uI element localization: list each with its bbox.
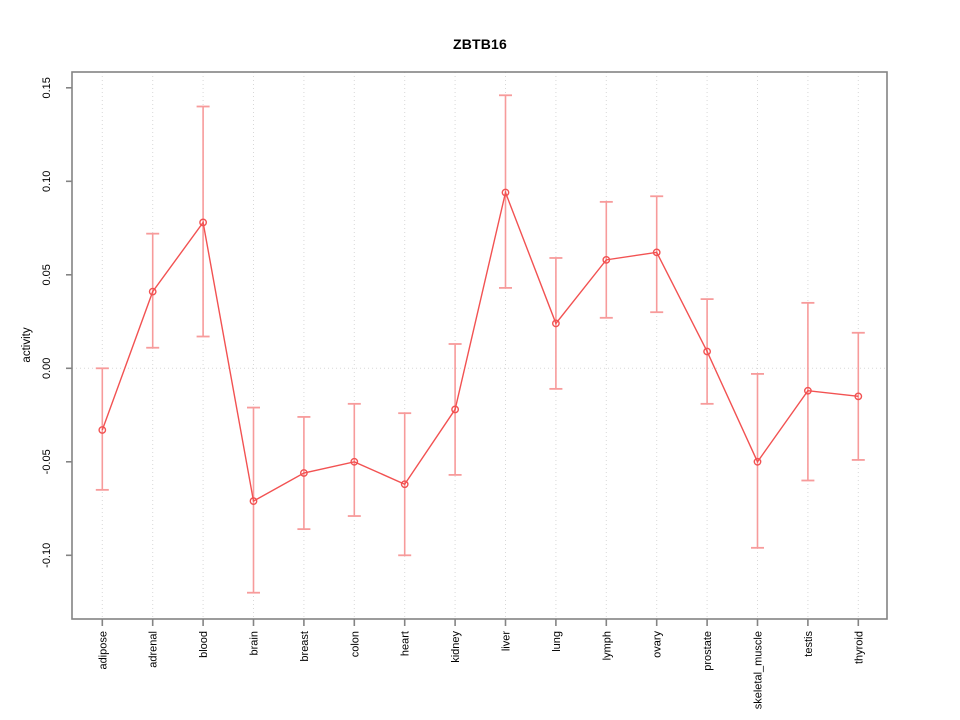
- series-line: [101, 190, 859, 503]
- y-tick-label-0.10: 0.10: [41, 171, 53, 192]
- y-tick-label-0.05: 0.05: [41, 264, 53, 285]
- x-tick-label-ovary: ovary: [652, 631, 664, 658]
- data-point-testis: [804, 386, 812, 395]
- x-tick-label-adrenal: adrenal: [148, 631, 160, 668]
- data-point-skeletal_muscle: [753, 457, 762, 466]
- x-tick-label-adipose: adipose: [97, 631, 109, 670]
- x-tick-label-brain: brain: [249, 631, 261, 655]
- data-point-heart: [400, 480, 409, 489]
- data-point-breast: [299, 469, 308, 477]
- x-tick-label-heart: heart: [400, 631, 412, 656]
- data-point-prostate: [703, 347, 711, 356]
- plot-border: [71, 71, 888, 620]
- data-point-adrenal: [148, 287, 157, 296]
- data-point-adipose: [98, 426, 107, 434]
- data-point-liver: [501, 188, 510, 197]
- x-tick-label-thyroid: thyroid: [853, 631, 865, 664]
- x-tick-label-colon: colon: [349, 631, 361, 657]
- y-tick-label-0.15: 0.15: [41, 77, 53, 98]
- x-tick-label-testis: testis: [803, 631, 815, 657]
- data-point-ovary: [652, 248, 661, 257]
- x-tick-label-liver: liver: [501, 631, 513, 652]
- x-tick-label-lymph: lymph: [601, 631, 613, 660]
- x-tick-label-breast: breast: [299, 631, 311, 662]
- y-tick-label--0.10: -0.10: [41, 543, 53, 568]
- data-point-brain: [249, 497, 258, 505]
- x-tick-label-lung: lung: [551, 631, 563, 652]
- data-point-blood: [199, 218, 208, 227]
- data-point-lymph: [602, 255, 611, 264]
- y-tick-label--0.05: -0.05: [41, 449, 53, 474]
- y-axis-label: activity: [21, 327, 33, 363]
- data-point-lung: [552, 319, 560, 328]
- data-point-kidney: [451, 405, 459, 414]
- x-tick-label-kidney: kidney: [450, 631, 462, 663]
- y-tick-label-0.00: 0.00: [41, 358, 53, 379]
- x-tick-label-blood: blood: [198, 631, 210, 658]
- x-tick-label-skeletal_muscle: skeletal_muscle: [753, 631, 765, 709]
- data-point-thyroid: [854, 392, 863, 401]
- chart-title: ZBTB16: [452, 36, 508, 52]
- x-tick-label-prostate: prostate: [702, 631, 714, 671]
- data-point-colon: [350, 457, 359, 466]
